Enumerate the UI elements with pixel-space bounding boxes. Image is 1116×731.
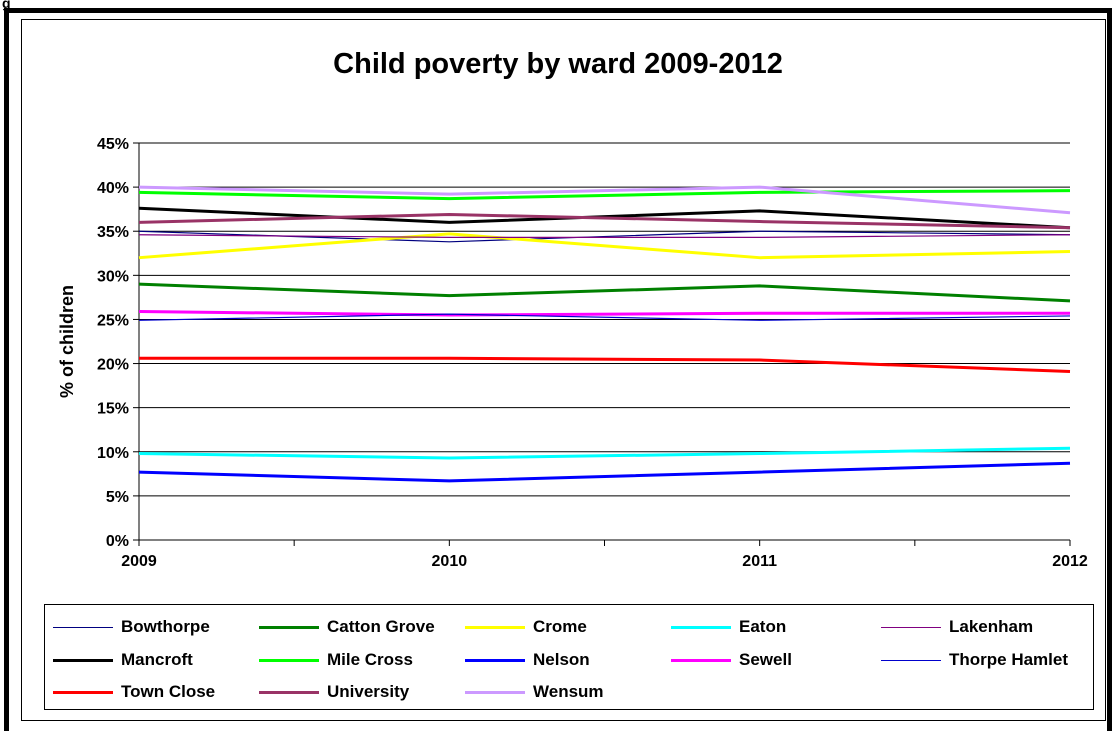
- y-tick-label: 15%: [97, 401, 129, 418]
- legend-label: Catton Grove: [327, 617, 435, 636]
- y-tick-label: 30%: [97, 268, 129, 285]
- legend-label: Bowthorpe: [121, 617, 210, 636]
- legend-label: University: [327, 682, 410, 701]
- legend-item: Sewell: [671, 648, 792, 672]
- legend-swatch: [881, 659, 941, 661]
- x-tick-label: 2009: [121, 553, 157, 570]
- legend-swatch: [53, 690, 113, 694]
- y-tick-label: 0%: [106, 533, 129, 550]
- legend-swatch: [259, 658, 319, 662]
- figure-label: g: [2, 0, 11, 11]
- series-line-mile-cross: [138, 189, 1071, 201]
- legend-item: Mile Cross: [259, 648, 413, 672]
- legend-swatch: [465, 658, 525, 662]
- legend-swatch: [259, 690, 319, 694]
- series-line-thorpe-hamlet: [138, 313, 1071, 321]
- legend-swatch: [259, 625, 319, 629]
- y-tick-label: 35%: [97, 224, 129, 241]
- legend-item: Eaton: [671, 615, 786, 639]
- legend-label: Wensum: [533, 682, 604, 701]
- legend-label: Thorpe Hamlet: [949, 650, 1069, 669]
- series-line-lakenham: [138, 234, 1071, 238]
- legend-swatch: [465, 690, 525, 694]
- legend-item: Thorpe Hamlet: [881, 648, 1068, 672]
- legend-item: Lakenham: [881, 615, 1033, 639]
- series-line-eaton: [138, 446, 1071, 460]
- legend-label: Crome: [533, 617, 587, 636]
- legend-item: University: [259, 680, 409, 704]
- legend-label: Mancroft: [121, 650, 193, 669]
- y-tick-label: 10%: [97, 445, 129, 462]
- legend-label: Eaton: [739, 617, 787, 636]
- legend-label: Mile Cross: [327, 650, 413, 669]
- x-tick-label: 2011: [742, 553, 777, 570]
- legend: Bowthorpe Catton Grove Crome Eaton Lakenham M…: [44, 604, 1094, 710]
- chart-title: Child poverty by ward 2009-2012: [333, 48, 783, 80]
- series-line-wensum: [138, 185, 1071, 215]
- y-tick-label: 45%: [97, 136, 129, 153]
- legend-item: Catton Grove: [259, 615, 435, 639]
- legend-item: Bowthorpe: [53, 615, 210, 639]
- x-tick-label: 2010: [432, 553, 468, 570]
- legend-swatch: [671, 658, 731, 662]
- legend-item: Wensum: [465, 680, 604, 704]
- series-line-sewell: [138, 310, 1070, 317]
- series-line-university: [138, 212, 1071, 230]
- legend-item: Nelson: [465, 648, 590, 672]
- legend-swatch: [881, 626, 941, 628]
- y-tick-label: 25%: [97, 312, 129, 329]
- series-line-catton-grove: [138, 282, 1071, 303]
- legend-item: Crome: [465, 615, 587, 639]
- legend-swatch: [671, 625, 731, 629]
- legend-label: Nelson: [533, 650, 590, 669]
- series-line-town-close: [139, 356, 1071, 373]
- legend-item: Mancroft: [53, 648, 193, 672]
- legend-label: Lakenham: [949, 617, 1034, 636]
- series-line-crome: [138, 232, 1071, 260]
- y-tick-label: 40%: [97, 180, 129, 197]
- y-tick-label: 5%: [106, 489, 129, 506]
- series-line-nelson: [138, 461, 1071, 483]
- x-tick-label: 2012: [1052, 553, 1088, 570]
- legend-swatch: [53, 658, 113, 662]
- legend-item: Town Close: [53, 680, 215, 704]
- legend-label: Town Close: [121, 682, 216, 701]
- y-tick-label: 20%: [97, 357, 129, 374]
- legend-swatch: [465, 625, 525, 629]
- y-axis-label: % of children: [57, 285, 77, 398]
- legend-swatch: [53, 626, 113, 628]
- legend-label: Sewell: [739, 650, 792, 669]
- outer-border: [4, 8, 1112, 731]
